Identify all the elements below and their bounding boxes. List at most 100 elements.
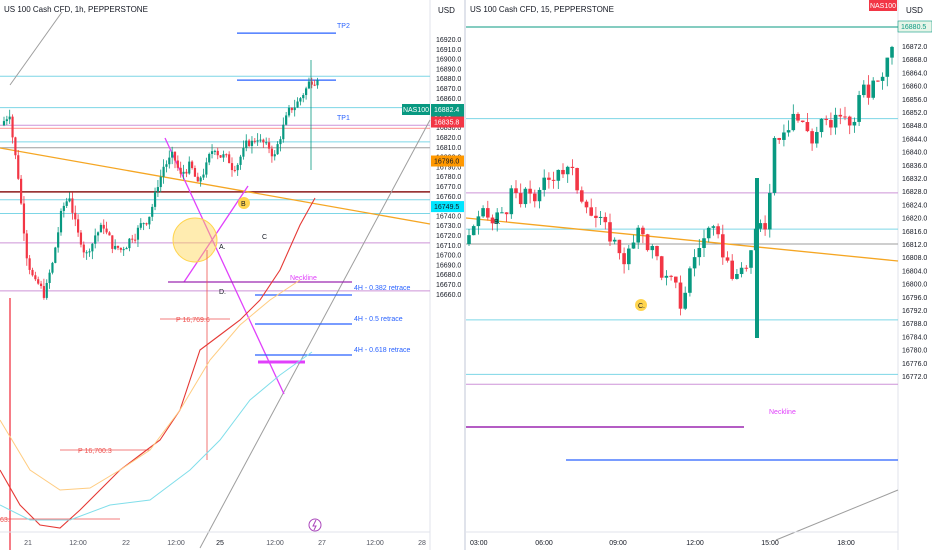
lightning-icon[interactable] — [308, 518, 322, 532]
candle-body-1h — [248, 140, 251, 146]
candle-body-1h — [245, 140, 248, 148]
price-tick-15m: 16808.0 — [902, 255, 927, 262]
ma-cyan-light — [0, 351, 313, 521]
price-tick-1h: 16870.0 — [436, 86, 461, 93]
price-tag-1h-text: 16796.0 — [434, 159, 459, 166]
trendline-magenta-down — [164, 137, 285, 395]
panel-divider[interactable] — [464, 0, 466, 550]
candle-body-15m — [500, 212, 504, 214]
time-tick-1h: 12:00 — [366, 540, 384, 547]
price-tick-1h: 16700.0 — [436, 253, 461, 260]
time-tick-1h: 12:00 — [167, 540, 185, 547]
price-tick-15m: 16852.0 — [902, 110, 927, 117]
price-tick-15m: 16840.0 — [902, 150, 927, 157]
candle-body-15m — [880, 76, 885, 81]
candle-body-15m — [641, 227, 645, 235]
candle-body-1h — [94, 235, 97, 244]
candle-body-1h — [17, 155, 20, 179]
candle-body-15m — [570, 166, 575, 169]
candle-body-1h — [156, 187, 159, 192]
candle-body-1h — [39, 283, 43, 287]
candle-body-1h — [188, 161, 191, 174]
candle-body-1h — [85, 252, 88, 254]
candle-body-1h — [54, 247, 57, 263]
candle-body-15m — [533, 193, 537, 202]
price-tick-1h: 16660.0 — [436, 292, 461, 299]
candle-body-15m — [772, 137, 777, 193]
price-tick-15m: 16776.0 — [902, 361, 927, 368]
candle-body-1h — [68, 198, 71, 202]
candle-body-15m — [655, 246, 659, 257]
candle-body-15m — [847, 116, 852, 126]
candle-body-15m — [782, 132, 786, 140]
fib-5-label: 4H - 0.5 retrace — [354, 316, 403, 323]
candle-body-15m — [791, 113, 796, 131]
candle-body-15m — [589, 207, 593, 216]
candle-body-1h — [256, 140, 259, 142]
candle-body-1h — [225, 154, 228, 156]
currency-label-15m[interactable]: USD — [906, 6, 923, 15]
chart-title-1h: US 100 Cash CFD, 1h, PEPPERSTONE — [4, 5, 148, 14]
candle-body-1h — [242, 147, 245, 157]
candle-body-1h — [179, 167, 182, 174]
price-tick-1h: 16670.0 — [436, 282, 461, 289]
candle-body-1h — [287, 107, 291, 116]
candle-body-15m — [871, 80, 875, 98]
currency-label-1h[interactable]: USD — [438, 6, 455, 15]
ma-orange-light — [0, 279, 301, 491]
candle-body-1h — [62, 205, 65, 211]
candle-body-15m — [580, 190, 584, 202]
candle-body-1h — [233, 170, 236, 172]
price-tick-15m: 16784.0 — [902, 334, 927, 341]
candle-body-15m — [528, 188, 532, 194]
symbol-tag-1h — [402, 104, 430, 115]
candle-body-15m — [612, 239, 617, 242]
candle-body-1h — [145, 223, 148, 225]
point-a-label: A. — [219, 244, 226, 251]
candle-body-1h — [219, 155, 222, 158]
chart-1h-canvas[interactable]: TP2 TP1 Neckline 4H - 0.382 retrace 4H - 0.5… — [0, 0, 464, 550]
price-tick-1h: 16760.0 — [436, 194, 461, 201]
candle-body-1h — [48, 272, 51, 283]
candle-body-15m — [598, 216, 603, 218]
price-tick-1h: 16920.0 — [436, 37, 461, 44]
price-tick-15m: 16812.0 — [902, 242, 927, 249]
chart-panel-15m[interactable]: Neckline B. C. 16872.0 16868.0 16864.0 16860.0… — [466, 0, 932, 550]
candle-body-1h — [139, 223, 142, 228]
candle-body-1h — [259, 139, 262, 141]
candle-body-15m — [815, 132, 819, 144]
candle-body-15m — [744, 267, 749, 269]
candle-body-15m — [551, 179, 556, 181]
candle-body-15m — [509, 188, 514, 215]
price-axis-1h[interactable] — [430, 0, 464, 550]
candle-body-1h — [31, 269, 34, 276]
candle-body-15m — [725, 257, 730, 261]
chart-panel-1h[interactable]: TP2 TP1 Neckline 4H - 0.382 retrace 4H - 0.5… — [0, 0, 464, 550]
price-tick-15m: 16848.0 — [902, 123, 927, 130]
candle-body-1h — [196, 176, 199, 182]
candle-body-1h — [182, 171, 185, 174]
point-d-label: D. — [219, 289, 226, 296]
price-tick-1h: 16810.0 — [436, 145, 461, 152]
candle-body-1h — [142, 223, 145, 225]
candle-body-1h — [65, 201, 68, 206]
candle-body-15m — [824, 118, 828, 121]
candle-body-1h — [34, 275, 37, 280]
price-tick-1h: 16900.0 — [436, 57, 461, 64]
candle-body-15m — [467, 235, 471, 244]
chart-title-15m: US 100 Cash CFD, 15, PEPPERSTONE — [470, 5, 614, 14]
candle-body-1h — [159, 176, 162, 188]
candle-body-1h — [216, 150, 219, 156]
candle-body-15m — [819, 118, 824, 133]
chart-15m-canvas[interactable]: Neckline B. C. 16872.0 16868.0 16864.0 16860.0… — [466, 0, 932, 550]
time-tick-1h: 22 — [122, 540, 130, 547]
candle-body-1h — [262, 139, 265, 143]
symbol-tag-15m-text: NAS100 — [870, 3, 896, 10]
candle-body-1h — [265, 142, 268, 144]
price-tick-15m: 16816.0 — [902, 229, 927, 236]
candle-body-15m — [706, 227, 711, 239]
candle-body-15m — [683, 292, 687, 309]
price-tick-1h: 16680.0 — [436, 272, 461, 279]
price-tick-15m: 16832.0 — [902, 176, 927, 183]
point-c-label: C — [262, 234, 267, 241]
